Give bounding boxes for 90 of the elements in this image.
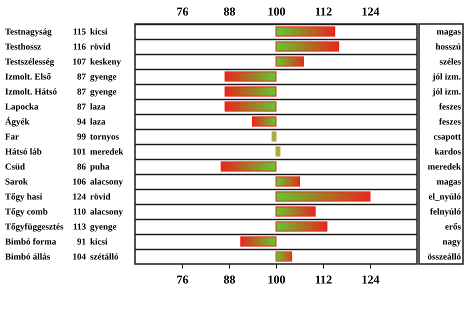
text: gyenge: [90, 222, 116, 232]
x-tick-label: 88: [224, 4, 236, 18]
y-tick-label: Izmolt. Hátsó: [5, 86, 58, 96]
text: laza: [90, 116, 106, 126]
data-label: 107: [72, 56, 86, 66]
bar: [276, 191, 370, 202]
text: tornyos: [90, 132, 120, 142]
x-tick-label: 76: [176, 4, 188, 18]
y-tick-label: Far: [5, 132, 19, 142]
text: laza: [90, 102, 106, 112]
y-tick-label: Testszélesség: [5, 56, 55, 66]
bar: [276, 146, 280, 157]
bar: [276, 176, 300, 187]
y-tick-label: Csüd: [5, 162, 26, 172]
x2-tick-label: 124: [362, 272, 380, 286]
text: gyenge: [90, 86, 116, 96]
data-label: 110: [72, 206, 86, 216]
y-tick-label: Tőgy hasi: [5, 192, 43, 202]
y-tick-label: Tőgy comb: [5, 206, 48, 216]
text: puha: [90, 162, 110, 172]
data-label: 106: [72, 176, 86, 186]
bar: [240, 236, 276, 247]
data-label: 91: [77, 236, 86, 246]
bar: [224, 86, 276, 97]
x2-tick-label: 112: [314, 272, 332, 286]
data-label: 104: [72, 252, 86, 262]
text: alacsony: [90, 176, 124, 186]
text: nagy: [442, 236, 462, 246]
data-label: 87: [77, 86, 86, 96]
bar: [252, 116, 276, 127]
text: meredek: [428, 162, 461, 172]
x2-tick-label: 88: [224, 272, 236, 286]
y-tick-label: Tőgyfüggesztés: [5, 222, 64, 232]
x-tick-label: 100: [268, 4, 286, 18]
bar: [276, 221, 328, 232]
data-label: 116: [72, 42, 86, 52]
data-label: 101: [72, 146, 86, 156]
bar: [276, 206, 316, 217]
bar: [272, 131, 276, 142]
text: széles: [440, 56, 462, 66]
text: meredek: [90, 146, 124, 156]
text: gyenge: [90, 72, 116, 82]
x2-tick-label: 76: [176, 272, 188, 286]
data-label: 113: [72, 222, 86, 232]
bar: [276, 56, 304, 67]
bar: [276, 251, 292, 262]
data-label: 94: [77, 116, 86, 126]
text: hosszú: [435, 42, 461, 52]
text: csapott: [434, 132, 461, 142]
text: jól izm.: [432, 86, 461, 96]
x2-tick-label: 100: [268, 272, 286, 286]
data-label: 87: [77, 102, 86, 112]
data-label: 87: [77, 72, 86, 82]
text: el_nyúló: [428, 192, 462, 202]
text: rövid: [90, 42, 111, 52]
y-tick-label: Lapocka: [5, 102, 40, 112]
bar: [276, 41, 340, 52]
text: jól izm.: [432, 72, 461, 82]
data-label: 124: [72, 192, 86, 202]
text: feszes: [439, 116, 462, 126]
text: magas: [436, 176, 462, 186]
text: kardos: [434, 146, 462, 156]
data-label: 86: [77, 162, 86, 172]
x-tick-label: 124: [362, 4, 380, 18]
bar: [220, 161, 276, 172]
y-tick-label: Bimbó állás: [5, 252, 51, 262]
bar: [224, 101, 276, 112]
text: alacsony: [90, 206, 124, 216]
text: szétálló: [90, 252, 119, 262]
data-label: 99: [77, 132, 86, 142]
text: kicsi: [90, 236, 108, 246]
y-tick-label: Sarok: [5, 176, 28, 186]
text: keskeny: [90, 56, 122, 66]
bar: [276, 26, 336, 37]
x-tick-label: 112: [314, 4, 332, 18]
text: feszes: [439, 102, 462, 112]
y-tick-label: Ágyék: [5, 116, 30, 126]
y-tick-label: Testnagyság: [5, 26, 52, 36]
y-tick-label: Izmolt. Első: [5, 72, 52, 82]
y-tick-label: Testhossz: [5, 42, 42, 52]
text: összeálló: [428, 252, 462, 262]
text: rövid: [90, 192, 111, 202]
bar: [224, 71, 276, 82]
y-tick-label: Bimbó forma: [5, 236, 57, 246]
text: kicsi: [90, 26, 108, 36]
text: magas: [436, 26, 462, 36]
text: erős: [445, 222, 462, 232]
y-tick-label: Hátsó láb: [5, 146, 42, 156]
text: felnyúló: [430, 206, 462, 216]
data-label: 115: [72, 26, 86, 36]
